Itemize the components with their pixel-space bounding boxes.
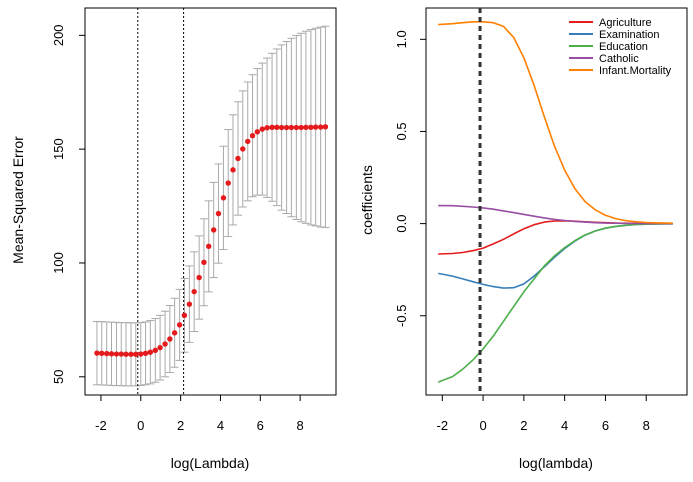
left-y-axis: 50 100 150 200 — [51, 24, 86, 384]
mse-point — [298, 124, 304, 131]
right-x-axis-label: log(lambda) — [519, 455, 593, 471]
mse-point — [206, 243, 212, 250]
legend-label: Education — [599, 41, 648, 53]
mse-point — [113, 351, 120, 357]
mse-point — [210, 227, 217, 233]
mse-point — [138, 351, 144, 357]
mse-point — [220, 195, 227, 201]
x-tick-label: -2 — [95, 418, 107, 433]
series-line-education — [437, 223, 673, 383]
legend-label: Agriculture — [599, 17, 652, 29]
left-vlines — [137, 8, 185, 395]
mse-point — [215, 210, 222, 217]
mse-point — [240, 146, 246, 152]
mse-point — [152, 347, 159, 354]
y-tick-label: 0.0 — [394, 215, 409, 233]
mse-point — [133, 351, 139, 357]
mse-point — [249, 133, 256, 139]
y-tick-label: 100 — [51, 252, 66, 274]
mse-point — [128, 351, 134, 357]
x-tick-label: 6 — [602, 418, 609, 433]
right-y-axis: -0.5 0.0 0.5 1.0 — [394, 30, 427, 327]
x-tick-label: 8 — [297, 418, 304, 433]
y-tick-label: 150 — [51, 138, 66, 160]
legend-label: Infant.Mortality — [599, 65, 672, 77]
x-tick-label: 4 — [561, 418, 568, 433]
x-tick-label: 6 — [257, 418, 264, 433]
y-tick-label: 0.5 — [394, 122, 409, 140]
left-x-axis: -2 0 2 4 6 8 — [95, 394, 304, 433]
left-errorbars — [92, 25, 330, 387]
y-tick-label: 1.0 — [394, 30, 409, 48]
mse-point — [230, 167, 236, 173]
mse-panel: -2 0 2 4 6 8 50 100 150 200 log(Lambda) Mean-Squ… — [10, 7, 337, 471]
legend-label: Examination — [599, 29, 660, 41]
x-tick-label: 4 — [217, 418, 224, 433]
y-tick-label: 50 — [51, 370, 66, 384]
right-y-axis-label: coefficients — [359, 165, 375, 235]
mse-point — [201, 259, 207, 265]
mse-point — [322, 124, 329, 130]
coefficients-panel: -2 0 2 4 6 8 -0.5 0.0 0.5 1.0 AgricultureExamina… — [359, 7, 688, 471]
mse-point — [317, 124, 324, 130]
mse-point — [245, 138, 251, 145]
right-x-axis: -2 0 2 4 6 8 — [437, 394, 650, 433]
mse-point — [94, 350, 100, 356]
mse-point — [196, 274, 202, 281]
mse-point — [171, 330, 178, 336]
mse-point — [264, 125, 270, 131]
mse-point — [235, 155, 241, 162]
left-plot-frame — [84, 7, 337, 396]
mse-point — [278, 124, 285, 131]
x-tick-label: 0 — [137, 418, 144, 433]
mse-point — [254, 129, 261, 135]
mse-point — [274, 124, 280, 130]
mse-point — [288, 124, 295, 131]
y-tick-label: -0.5 — [394, 305, 409, 327]
mse-point — [167, 336, 173, 342]
mse-point — [308, 124, 314, 130]
series-line-agriculture — [438, 220, 673, 255]
mse-point — [157, 344, 163, 351]
mse-point — [283, 124, 290, 131]
left-y-axis-label: Mean-Squared Error — [10, 136, 26, 264]
x-tick-label: 0 — [479, 418, 486, 433]
x-tick-label: 8 — [643, 418, 650, 433]
mse-point — [99, 350, 105, 357]
mse-point — [162, 341, 168, 347]
mse-point — [303, 124, 309, 130]
mse-point — [312, 124, 319, 130]
mse-point — [176, 322, 183, 328]
mse-point — [225, 180, 231, 186]
y-tick-label: 200 — [51, 24, 66, 46]
mse-point — [293, 124, 300, 131]
mse-point — [181, 312, 188, 319]
mse-point — [191, 288, 197, 295]
legend-label: Catholic — [599, 53, 639, 65]
legend: AgricultureExaminationEducationCatholicI… — [569, 17, 672, 77]
mse-point — [186, 301, 193, 307]
mse-point — [147, 349, 154, 355]
mse-point — [142, 350, 149, 357]
mse-point — [259, 126, 265, 132]
mse-point — [269, 124, 275, 130]
mse-point — [118, 351, 124, 357]
x-tick-label: 2 — [520, 418, 527, 433]
mse-point — [123, 351, 129, 357]
mse-point — [104, 350, 110, 357]
mse-point — [108, 351, 115, 357]
x-tick-label: 2 — [177, 418, 184, 433]
left-points — [94, 124, 329, 357]
left-x-axis-label: log(Lambda) — [171, 455, 250, 471]
x-tick-label: -2 — [437, 418, 449, 433]
